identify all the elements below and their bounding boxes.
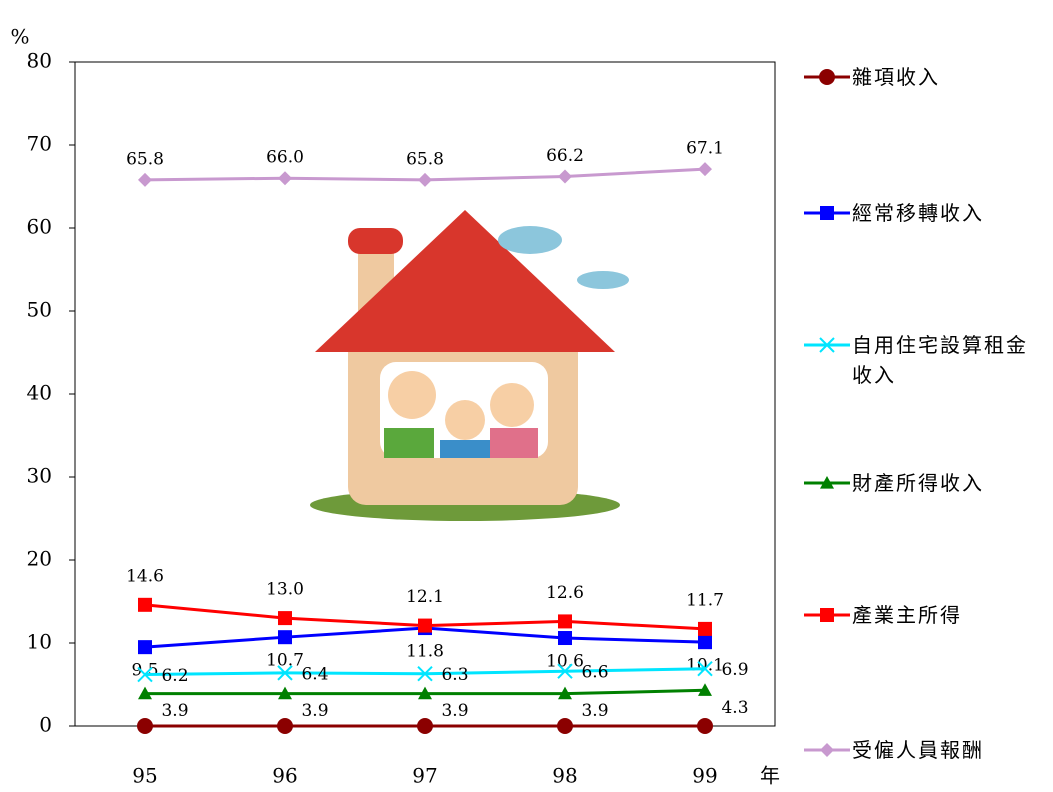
data-label: 6.6 bbox=[581, 663, 608, 683]
y-tick-label: 60 bbox=[27, 215, 52, 239]
legend-item: 產業主所得 bbox=[800, 600, 1050, 630]
legend-label: 產業主所得 bbox=[852, 603, 962, 627]
point bbox=[698, 621, 712, 636]
data-label: 6.3 bbox=[441, 665, 468, 685]
x-tick-label: 96 bbox=[272, 764, 297, 788]
legend-label: 雜項收入 bbox=[852, 65, 940, 89]
point bbox=[278, 611, 292, 626]
point bbox=[417, 718, 433, 734]
x-tick-label: 95 bbox=[132, 764, 157, 788]
data-label: 9.5 bbox=[131, 661, 158, 681]
y-tick-label: 10 bbox=[27, 630, 52, 654]
y-axis-label: % bbox=[10, 25, 29, 49]
house-illustration bbox=[310, 210, 629, 521]
legend-item: 經常移轉收入 bbox=[800, 198, 1050, 228]
data-label: 3.9 bbox=[441, 701, 468, 721]
point bbox=[138, 597, 152, 612]
point bbox=[558, 686, 572, 700]
point bbox=[138, 172, 152, 187]
legend-swatch bbox=[804, 69, 850, 85]
data-label: 6.2 bbox=[161, 666, 188, 686]
point bbox=[558, 614, 572, 629]
point bbox=[278, 171, 292, 186]
legend-swatch bbox=[804, 337, 850, 353]
data-label: 67.1 bbox=[686, 139, 724, 159]
legend-item: 受僱人員報酬 bbox=[800, 735, 1050, 765]
point bbox=[558, 169, 572, 184]
data-label: 3.9 bbox=[301, 701, 328, 721]
point bbox=[277, 665, 293, 681]
point bbox=[277, 718, 293, 734]
y-tick-label: 20 bbox=[27, 547, 52, 571]
y-tick-label: 0 bbox=[39, 713, 52, 737]
y-tick-label: 80 bbox=[27, 49, 52, 73]
legend-swatch bbox=[804, 743, 850, 757]
legend: 雜項收入經常移轉收入自用住宅設算租金收入財產所得收入 產業主所得受僱人員報酬 bbox=[800, 0, 1053, 792]
point bbox=[697, 718, 713, 734]
data-label: 14.6 bbox=[126, 566, 164, 586]
data-label: 10.1 bbox=[686, 656, 724, 676]
point bbox=[418, 686, 432, 700]
point bbox=[819, 69, 835, 85]
point bbox=[558, 631, 572, 646]
point bbox=[278, 686, 292, 700]
data-label: 12.1 bbox=[406, 587, 444, 607]
legend-swatch bbox=[804, 206, 850, 220]
legend-item: 自用住宅設算租金收入 bbox=[800, 330, 1050, 390]
point bbox=[137, 718, 153, 734]
legend-item: 雜項收入 bbox=[800, 62, 1050, 92]
legend-item: 財產所得收入 bbox=[800, 468, 1050, 498]
data-label: 6.9 bbox=[721, 660, 748, 680]
data-label: 10.6 bbox=[546, 652, 584, 672]
y-tick-label: 40 bbox=[27, 381, 52, 405]
point bbox=[698, 162, 712, 177]
data-label: 13.0 bbox=[266, 580, 304, 600]
point bbox=[697, 661, 713, 677]
legend-label: 財產所得收入 bbox=[852, 471, 984, 495]
legend-label: 經常移轉收入 bbox=[852, 201, 984, 225]
point bbox=[698, 635, 712, 650]
point bbox=[698, 683, 712, 696]
point bbox=[557, 718, 573, 734]
data-label: 65.8 bbox=[406, 149, 444, 169]
chart: % 年 0 10 20 30 40 50 60 70 80 95 96 97 98 99 9.5 10.7 11… bbox=[10, 25, 780, 788]
point bbox=[819, 337, 835, 353]
data-label: 3.9 bbox=[161, 701, 188, 721]
data-label: 11.7 bbox=[686, 590, 724, 610]
x-axis-label: 年 bbox=[760, 764, 780, 788]
x-tick-label: 98 bbox=[552, 764, 577, 788]
data-label: 66.2 bbox=[546, 146, 584, 166]
point bbox=[820, 743, 834, 757]
point bbox=[418, 618, 432, 633]
x-tick-label: 99 bbox=[692, 764, 717, 788]
data-label: 3.9 bbox=[581, 701, 608, 721]
point bbox=[417, 666, 433, 682]
x-tick-label: 97 bbox=[412, 764, 437, 788]
point bbox=[820, 206, 834, 220]
point bbox=[138, 640, 152, 655]
point bbox=[820, 608, 834, 622]
data-label: 4.3 bbox=[721, 698, 748, 718]
data-label: 66.0 bbox=[266, 148, 304, 168]
legend-swatch bbox=[804, 608, 850, 622]
y-tick-label: 50 bbox=[27, 298, 52, 322]
y-tick-label: 30 bbox=[27, 464, 52, 488]
point bbox=[138, 686, 152, 700]
point bbox=[557, 663, 573, 679]
y-tick-label: 70 bbox=[27, 132, 52, 156]
legend-label: 受僱人員報酬 bbox=[852, 738, 984, 762]
point bbox=[137, 666, 153, 683]
data-label: 11.8 bbox=[406, 642, 444, 662]
data-label: 10.7 bbox=[266, 651, 304, 671]
point bbox=[278, 630, 292, 645]
data-label: 12.6 bbox=[546, 583, 584, 603]
point bbox=[418, 172, 432, 187]
data-label: 65.8 bbox=[126, 149, 164, 169]
legend-swatch bbox=[804, 476, 850, 489]
legend-label: 自用住宅設算租金收入 bbox=[852, 333, 1028, 387]
data-label: 6.4 bbox=[301, 664, 328, 684]
point bbox=[820, 476, 834, 489]
